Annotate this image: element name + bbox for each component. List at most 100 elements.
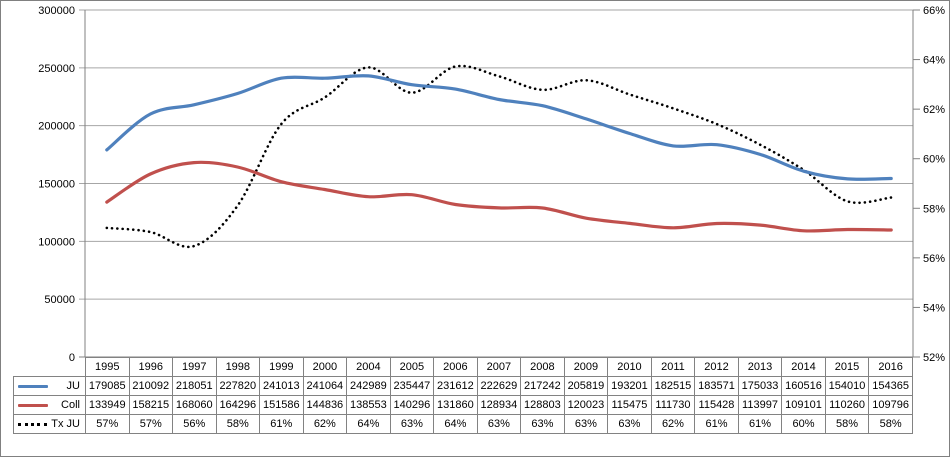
table-value-cell: 140296 [389,395,435,415]
table-value-cell: 210092 [128,376,174,396]
series-line-ju [105,74,893,181]
year-header-cell: 2012 [694,357,739,377]
year-header-cell: 1995 [85,357,130,377]
year-header-cell: 1997 [172,357,217,377]
table-value-cell: 128934 [476,395,522,415]
table-value-cell: 235447 [389,376,435,396]
table-value-cell: 222629 [476,376,522,396]
table-value-cell: 61% [737,414,783,434]
year-header-cell: 2011 [650,357,696,377]
year-header-cell: 2006 [433,357,478,377]
table-value-cell: 57% [128,414,174,434]
table-value-cell: 63% [607,414,652,434]
table-value-cell: 111730 [650,395,696,415]
y-axis-label-right: 64% [923,55,945,67]
y-axis-label-right: 54% [923,302,945,314]
coll-line-swatch-icon [18,403,48,407]
table-corner-cell [14,358,86,377]
table-value-cell: 154010 [824,376,870,396]
table-value-cell: 120023 [563,395,609,415]
table-value-cell: 62% [302,414,348,434]
year-header-cell: 2013 [737,357,783,377]
series-line-tx-ju [105,64,893,249]
year-header-cell: 1996 [128,357,174,377]
table-value-cell: 63% [389,414,435,434]
table-value-cell: 227820 [215,376,261,396]
table-value-cell: 113997 [737,395,783,415]
table-value-cell: 64% [346,414,391,434]
table-value-cell: 241064 [302,376,348,396]
table-value-cell: 218051 [172,376,217,396]
table-value-cell: 131860 [433,395,478,415]
tx-ju-line-swatch-icon [18,422,48,426]
table-value-cell: 63% [563,414,609,434]
y-axis-label-right: 56% [923,253,945,265]
table-value-cell: 109796 [868,395,913,415]
table-value-cell: 57% [85,414,130,434]
table-value-cell: 128803 [520,395,565,415]
table-value-cell: 158215 [128,395,174,415]
table-value-cell: 138553 [346,395,391,415]
y-axis-label-left: 0 [69,352,75,364]
y-axis-label-right: 58% [923,203,945,215]
year-header-cell: 2009 [563,357,609,377]
y-axis-label-left: 200000 [38,121,75,133]
series-line-coll [105,160,893,233]
table-value-cell: 144836 [302,395,348,415]
year-header-cell: 2008 [520,357,565,377]
legend-label: Tx JU [51,418,80,430]
table-value-cell: 60% [781,414,826,434]
year-header-cell: 1999 [259,357,304,377]
table-value-cell: 231612 [433,376,478,396]
table-value-cell: 241013 [259,376,304,396]
table-value-cell: 217242 [520,376,565,396]
year-header-cell: 2004 [346,357,391,377]
table-value-cell: 61% [694,414,739,434]
y-axis-label-right: 60% [923,154,945,166]
table-value-cell: 168060 [172,395,217,415]
y-axis-label-left: 50000 [44,294,75,306]
year-header-cell: 2007 [476,357,522,377]
table-value-cell: 110260 [824,395,870,415]
y-axis-label-left: 300000 [38,5,75,17]
year-header-cell: 2016 [868,357,913,377]
table-value-cell: 154365 [868,376,913,396]
table-value-cell: 63% [520,414,565,434]
table-value-cell: 175033 [737,376,783,396]
year-header-cell: 1998 [215,357,261,377]
year-header-cell: 2005 [389,357,435,377]
table-value-cell: 64% [433,414,478,434]
table-value-cell: 109101 [781,395,826,415]
table-value-cell: 205819 [563,376,609,396]
legend-label: JU [66,380,80,392]
table-value-cell: 160516 [781,376,826,396]
table-value-cell: 193201 [607,376,652,396]
table-value-cell: 58% [824,414,870,434]
table-value-cell: 115475 [607,395,652,415]
y-axis-label-left: 150000 [38,179,75,191]
y-axis-label-right: 62% [923,104,945,116]
table-value-cell: 62% [650,414,696,434]
y-axis-label-left: 250000 [38,63,75,75]
year-header-cell: 2015 [824,357,870,377]
chart-data-table: 1995 1996 1997 1998 1999 2000 2004 2005 2006 2007… [13,357,913,434]
table-value-cell: 151586 [259,395,304,415]
table-value-cell: 58% [868,414,913,434]
table-value-cell: 242989 [346,376,391,396]
y-axis-label-right: 52% [923,352,945,364]
year-header-cell: 2000 [302,357,348,377]
table-value-cell: 115428 [694,395,739,415]
legend-item-tx-ju: Tx JU [13,414,86,434]
table-value-cell: 58% [215,414,261,434]
year-header-cell: 2014 [781,357,826,377]
year-header-cell: 2010 [607,357,652,377]
table-value-cell: 63% [476,414,522,434]
y-axis-label-right: 66% [923,5,945,17]
table-value-cell: 164296 [215,395,261,415]
table-value-cell: 133949 [85,395,130,415]
legend-label: Coll [61,399,80,411]
ju-line-swatch-icon [18,384,48,388]
table-value-cell: 56% [172,414,217,434]
